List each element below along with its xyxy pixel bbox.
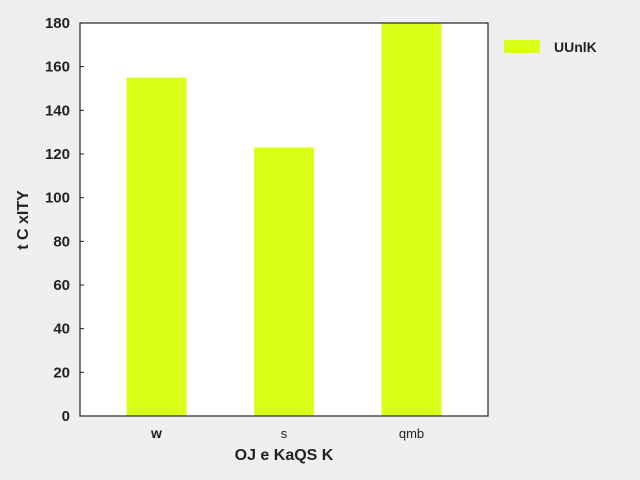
- x-axis-label: OJ e KaQS K: [235, 447, 334, 464]
- x-axis-ticks: w s qmb: [150, 425, 424, 441]
- bar-qmb: [381, 23, 442, 416]
- x-tick-label: s: [281, 426, 288, 441]
- plot-frame: [79, 22, 489, 417]
- y-tick-label: 100: [45, 190, 70, 207]
- y-tick-label: 20: [53, 364, 70, 381]
- y-axis-label: t C xITY: [15, 190, 32, 250]
- x-tick-label: w: [150, 425, 162, 441]
- bar-s: [254, 147, 314, 416]
- y-tick-label: 0: [62, 408, 70, 425]
- x-tick-label: qmb: [399, 426, 424, 441]
- y-axis-ticks: 0 20 40 60 80 100 120 140 160 180: [45, 15, 84, 425]
- legend: UUnlK: [504, 39, 597, 55]
- legend-label: UUnlK: [554, 39, 597, 55]
- bars-group: [126, 23, 442, 416]
- y-tick-label: 140: [45, 102, 70, 119]
- bar-w: [126, 77, 187, 416]
- y-tick-label: 60: [53, 277, 70, 294]
- y-tick-label: 180: [45, 15, 70, 32]
- y-tick-label: 80: [53, 233, 70, 250]
- y-tick-label: 120: [45, 146, 70, 163]
- legend-swatch: [504, 40, 540, 53]
- y-tick-label: 40: [53, 321, 70, 338]
- y-tick-label: 160: [45, 59, 70, 76]
